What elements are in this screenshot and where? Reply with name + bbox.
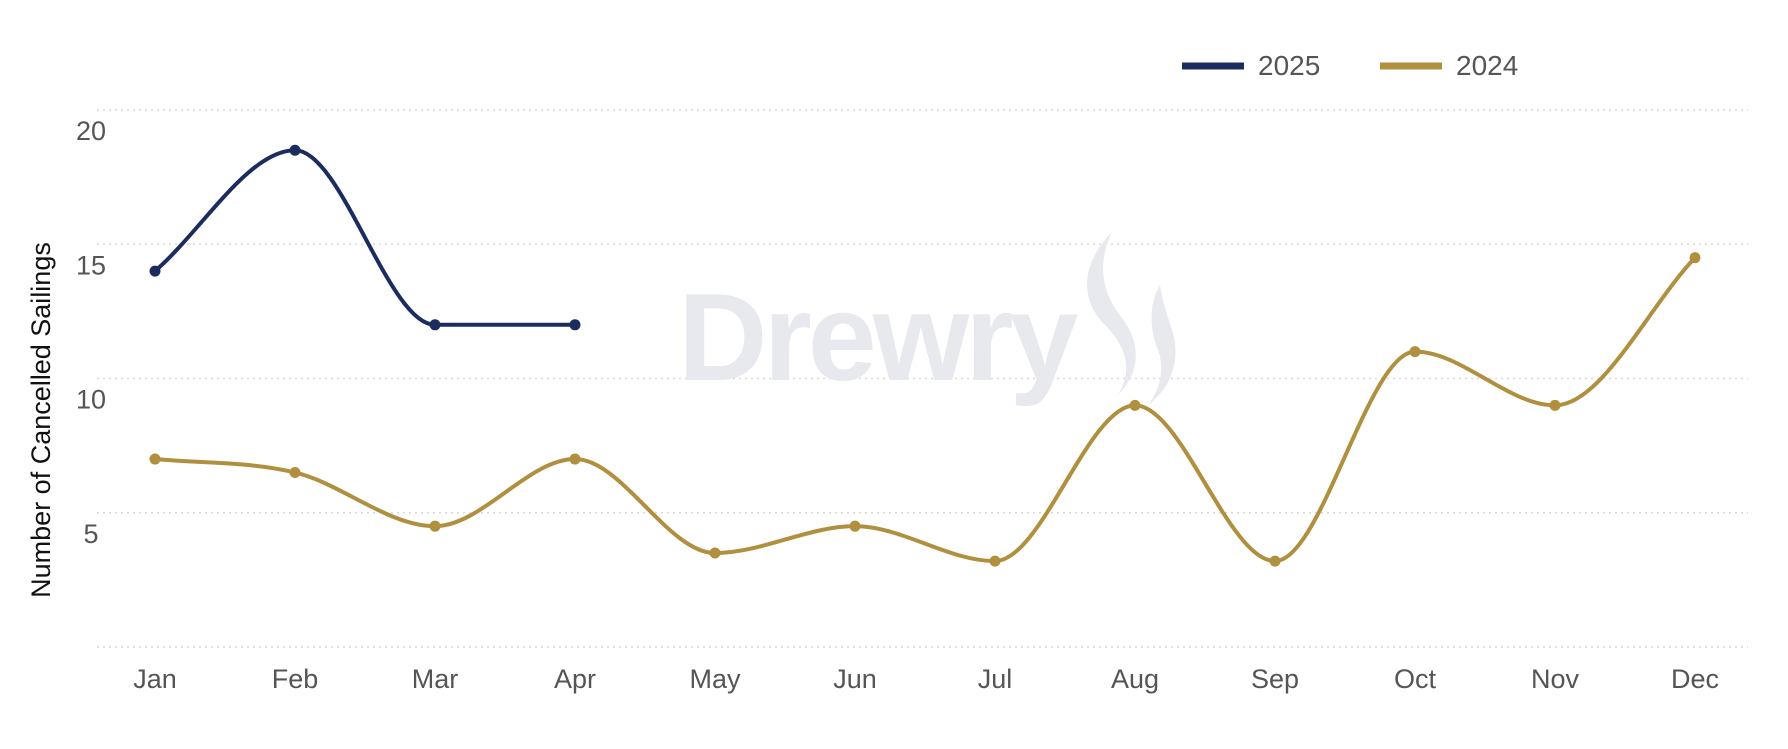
data-point-2024 xyxy=(429,520,441,532)
data-point-2024 xyxy=(709,547,721,559)
x-axis-ticks: Jan Feb Mar Apr May Jun Jul Aug Sep Oct Nov Dec xyxy=(133,664,1719,694)
series-2025 xyxy=(149,144,581,331)
legend-item-2024[interactable]: 2024 xyxy=(1380,50,1518,81)
data-point-2025 xyxy=(149,265,161,277)
grid xyxy=(97,109,1748,648)
x-tick-label: Jul xyxy=(978,664,1013,694)
data-point-2025 xyxy=(569,319,581,331)
x-tick-label: Jan xyxy=(133,664,177,694)
data-point-2024 xyxy=(289,466,301,478)
legend: 2025 2024 xyxy=(1182,50,1518,81)
data-point-2025 xyxy=(429,319,441,331)
series-line-2025 xyxy=(153,148,577,327)
x-tick-label: Apr xyxy=(554,664,596,694)
drewry-watermark: Drewry xyxy=(678,232,1176,407)
watermark-text: Drewry xyxy=(678,269,1078,407)
x-tick-label: Sep xyxy=(1251,664,1299,694)
data-point-2024 xyxy=(569,453,581,465)
y-axis-title: Number of Cancelled Sailings xyxy=(26,242,56,598)
data-point-2025 xyxy=(289,144,301,156)
series xyxy=(149,144,1701,567)
x-tick-label: Aug xyxy=(1111,664,1159,694)
data-point-2024 xyxy=(989,555,1001,567)
x-tick-label: Dec xyxy=(1671,664,1719,694)
data-point-2024 xyxy=(1129,399,1141,411)
legend-label: 2024 xyxy=(1456,50,1518,81)
data-point-2024 xyxy=(1689,252,1701,264)
legend-label: 2025 xyxy=(1258,50,1320,81)
data-point-2024 xyxy=(1549,399,1561,411)
y-tick-label: 20 xyxy=(76,116,106,146)
x-tick-label: Mar xyxy=(412,664,459,694)
legend-item-2025[interactable]: 2025 xyxy=(1182,50,1320,81)
y-axis-ticks: 5 10 15 20 xyxy=(76,116,106,549)
watermark-flame-logo xyxy=(1087,232,1136,395)
data-point-2024 xyxy=(1409,346,1421,358)
y-tick-label: 5 xyxy=(83,519,98,549)
x-tick-label: May xyxy=(689,664,741,694)
data-point-2024 xyxy=(1269,555,1281,567)
series-2024 xyxy=(149,252,1701,567)
y-tick-label: 10 xyxy=(76,385,106,415)
x-tick-label: Oct xyxy=(1394,664,1437,694)
x-tick-label: Nov xyxy=(1531,664,1580,694)
data-point-2024 xyxy=(849,520,861,532)
y-tick-label: 15 xyxy=(76,250,106,280)
data-point-2024 xyxy=(149,453,161,465)
x-tick-label: Feb xyxy=(272,664,319,694)
x-tick-label: Jun xyxy=(833,664,877,694)
watermark-flame-logo-inner xyxy=(1148,285,1176,405)
